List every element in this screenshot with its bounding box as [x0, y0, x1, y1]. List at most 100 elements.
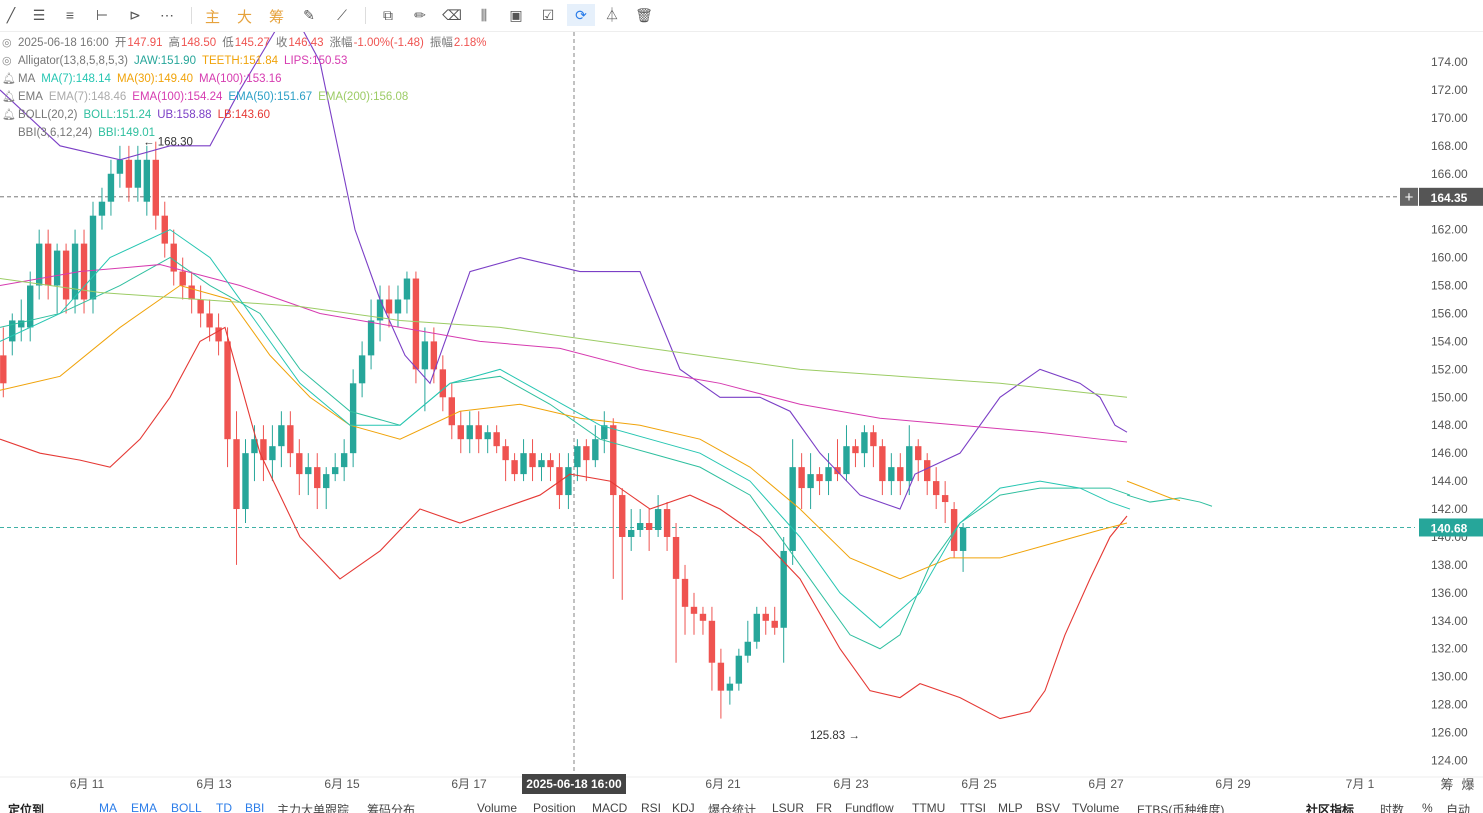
candle-body: [771, 620, 778, 628]
candle-bullish: [53, 243, 61, 314]
candle-bullish: [71, 229, 79, 314]
candle-body: [394, 299, 402, 314]
main-force-toggle[interactable]: 主: [205, 9, 221, 26]
indicator-tab[interactable]: %: [1422, 801, 1433, 813]
bell-icon[interactable]: 🔔︎: [2, 91, 16, 103]
candle-body: [619, 495, 626, 537]
fib-fan-icon[interactable]: ⊳: [129, 6, 141, 23]
trend-line-icon[interactable]: ╱: [6, 6, 16, 23]
indicator-tab[interactable]: BOLL: [171, 801, 202, 813]
candle-bullish: [574, 439, 581, 482]
indicator-tab[interactable]: Fundflow: [845, 801, 894, 813]
price-tick-label: 128.00: [1431, 698, 1468, 712]
candle-body: [708, 620, 716, 663]
indicator-tab[interactable]: 筹码分布: [367, 803, 416, 813]
note-icon[interactable]: ☑: [541, 6, 555, 23]
indicator-tab[interactable]: 时数: [1380, 803, 1405, 813]
brush-icon[interactable]: ✎: [303, 6, 315, 23]
price-tick-label: 158.00: [1431, 279, 1468, 293]
candle-bullish: [601, 411, 608, 454]
chips-toggle[interactable]: 筹: [269, 9, 285, 26]
boll-row[interactable]: 🔔︎ BOLL(20,2) BOLL:151.24 UB:158.88 LB:1…: [0, 106, 492, 124]
candle-bearish: [161, 201, 168, 258]
indicator-tab[interactable]: MA: [99, 801, 117, 813]
indicator-tab[interactable]: RSI: [641, 801, 662, 813]
candle-bullish: [636, 509, 644, 537]
measure-icon[interactable]: ⟋: [337, 6, 347, 23]
indicator-tab[interactable]: 定位到: [8, 803, 45, 813]
candle-body: [125, 159, 133, 188]
ema7-value: EMA(7):148.46: [48, 91, 127, 103]
indicator-tab[interactable]: 自动: [1446, 803, 1471, 813]
candle-body: [9, 320, 16, 342]
candle-bearish: [583, 439, 590, 482]
candle-bearish: [924, 453, 931, 496]
bars-pattern-icon[interactable]: ⫼: [480, 6, 488, 23]
ma-row[interactable]: 🔔︎ MA MA(7):148.14 MA(30):149.40 MA(100)…: [0, 70, 492, 88]
big-order-toggle[interactable]: 大: [237, 9, 253, 26]
candle-body: [744, 641, 752, 656]
indicator-tab[interactable]: TTSI: [960, 801, 986, 813]
indicator-tab[interactable]: TD: [216, 801, 232, 813]
indicator-tab[interactable]: MACD: [592, 801, 628, 813]
horizontal-ray-icon[interactable]: ⊢: [95, 6, 109, 23]
candle-bearish: [610, 418, 617, 579]
indicator-tab[interactable]: LSUR: [772, 801, 805, 813]
indicator-tab[interactable]: EMA: [131, 801, 158, 813]
indicator-tab[interactable]: BBI: [245, 801, 265, 813]
indicator-tab[interactable]: 主力大单跟踪: [277, 803, 350, 813]
price-tick-label: 130.00: [1431, 670, 1468, 684]
candle-body: [888, 467, 895, 482]
trash-icon[interactable]: 🗑: [635, 6, 653, 23]
indicator-tab[interactable]: TVolume: [1072, 801, 1120, 813]
candle-bearish: [125, 145, 133, 202]
more-icon[interactable]: ⋯: [160, 6, 174, 23]
indicator-tab[interactable]: ETBS(币种维度): [1137, 803, 1225, 813]
low-value: 145.27: [234, 37, 270, 49]
indicator-tab[interactable]: FR: [816, 801, 832, 813]
horizontal-lines-icon[interactable]: ≡: [65, 7, 75, 23]
check-circle-icon[interactable]: ◎: [2, 37, 12, 49]
legend-time: 2025-06-18 16:00: [18, 37, 109, 49]
candle-body: [681, 578, 689, 607]
candle-body: [897, 467, 904, 482]
ema-row[interactable]: 🔔︎ EMA EMA(7):148.46 EMA(100):154.24 EMA…: [0, 88, 492, 106]
boll-lower-line: [0, 326, 1128, 720]
filter-icon[interactable]: ⏃: [605, 7, 619, 23]
indicator-tab[interactable]: TTMU: [912, 801, 946, 813]
candle-bearish: [897, 453, 904, 496]
bbi-row[interactable]: BBI(3,6,12,24) BBI:149.01: [0, 124, 492, 142]
indicator-tab[interactable]: MLP: [998, 801, 1023, 813]
indicator-tab[interactable]: BSV: [1036, 801, 1061, 813]
candle-body: [296, 453, 303, 475]
pencil-icon[interactable]: ✏: [414, 6, 426, 23]
indicator-tab[interactable]: Position: [533, 801, 576, 813]
lock-icon[interactable]: ▣: [509, 6, 523, 23]
ema100-value: EMA(100):154.24: [132, 91, 223, 103]
price-tick-label: 138.00: [1431, 558, 1468, 572]
time-tick-label: 6月 29: [1215, 777, 1251, 791]
candle-body: [762, 613, 769, 621]
magnet-icon[interactable]: ⟳: [567, 4, 595, 26]
candle-body: [71, 243, 79, 300]
check-circle-icon[interactable]: ◎: [2, 55, 12, 67]
alligator-row[interactable]: ◎ Alligator(13,8,5,8,5,3) JAW:151.90 TEE…: [0, 52, 492, 70]
bell-icon[interactable]: 🔔︎: [2, 73, 16, 85]
eraser-icon[interactable]: ⌫: [442, 6, 462, 23]
indicator-tab[interactable]: Volume: [477, 801, 518, 813]
indicator-tab[interactable]: KDJ: [672, 801, 695, 813]
candle-bearish: [708, 606, 716, 691]
indicator-tab[interactable]: 爆仓统计: [708, 803, 757, 813]
candlestick-chart[interactable]: 174.00172.00170.00168.00166.00164.00162.…: [0, 32, 1483, 800]
indicator-tab[interactable]: 社区指标: [1306, 803, 1355, 813]
candle-body: [331, 467, 339, 475]
alligator-name: Alligator(13,8,5,8,5,3): [18, 55, 128, 67]
candles-layer: [0, 141, 967, 719]
copy-layer-icon[interactable]: ⧉: [383, 6, 393, 23]
candle-bullish: [959, 523, 967, 572]
candle-body: [583, 446, 590, 461]
bell-icon[interactable]: 🔔︎: [2, 109, 16, 121]
price-tick-label: 134.00: [1431, 614, 1468, 628]
candle-body: [816, 474, 823, 482]
parallel-lines-icon[interactable]: ☰: [32, 6, 46, 23]
